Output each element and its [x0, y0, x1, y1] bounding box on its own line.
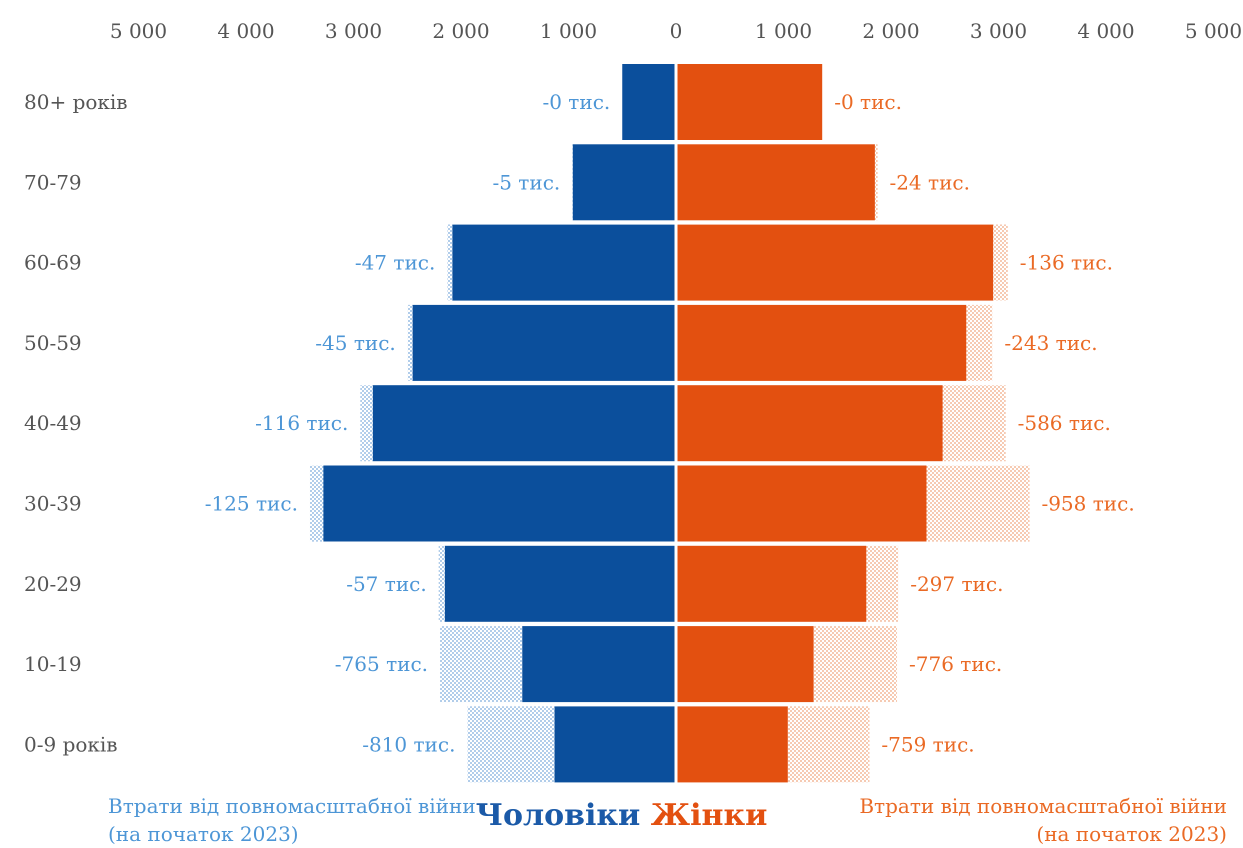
men-loss-label: -116 тис. [255, 411, 348, 435]
men-loss-bar [572, 144, 573, 221]
women-loss-label: -776 тис. [909, 652, 1002, 676]
age-group-label: 10-19 [24, 652, 82, 676]
age-group-label: 70-79 [24, 170, 82, 194]
men-bar [622, 64, 675, 140]
loss-bars [309, 144, 1030, 783]
women-loss-bar [787, 706, 870, 783]
x-tick-label: 0 [670, 19, 683, 43]
women-bar [677, 626, 814, 703]
women-loss-label: -759 тис. [881, 732, 974, 756]
x-tick-label: 5 000 [110, 19, 167, 43]
age-group-labels: 80+ років 70-79 60-69 50-59 40-49 30-39 20-29 1… [24, 90, 128, 756]
men-loss-bar [360, 385, 373, 462]
loss-labels: -0 тис. -0 тис. -5 тис. -24 тис. -47 тис. -13… [205, 90, 1135, 756]
men-loss-bar [440, 626, 523, 703]
men-loss-label: -57 тис. [346, 572, 427, 596]
legend-women: Жінки [650, 798, 768, 833]
x-tick-label: 5 000 [1185, 19, 1242, 43]
population-bars [323, 64, 994, 783]
women-bar [677, 64, 823, 140]
x-tick-label: 2 000 [862, 19, 919, 43]
women-bar [677, 465, 927, 542]
women-loss-label: -0 тис. [834, 90, 902, 114]
men-bar [522, 626, 675, 703]
women-loss-bar [942, 385, 1006, 462]
women-loss-bar [993, 224, 1008, 301]
x-tick-label: 1 000 [755, 19, 812, 43]
men-bar [372, 385, 675, 462]
men-loss-label: -125 тис. [205, 492, 298, 516]
women-bar [677, 706, 788, 783]
age-group-label: 60-69 [24, 251, 82, 275]
women-bar [677, 144, 875, 221]
losses-note-left: Втрати від повномасштабної війни (на поч… [108, 792, 476, 848]
losses-note-right-line2: (на початок 2023) [1036, 822, 1227, 846]
age-group-label: 40-49 [24, 411, 82, 435]
men-loss-label: -810 тис. [362, 732, 455, 756]
men-loss-bar [407, 304, 413, 381]
legend-men: Чоловіки [475, 798, 641, 833]
women-loss-label: -958 тис. [1041, 492, 1134, 516]
women-bar [677, 304, 967, 381]
age-group-label: 50-59 [24, 331, 82, 355]
women-loss-label: -24 тис. [889, 170, 970, 194]
women-loss-label: -136 тис. [1020, 251, 1113, 275]
losses-note-right: Втрати від повномасштабної війни (на поч… [859, 792, 1227, 848]
losses-note-left-line2: (на початок 2023) [108, 822, 299, 846]
women-loss-bar [874, 144, 878, 221]
women-loss-bar [926, 465, 1030, 542]
men-bar [412, 304, 675, 381]
men-loss-bar [467, 706, 555, 783]
women-loss-bar [966, 304, 993, 381]
men-loss-label: -0 тис. [542, 90, 610, 114]
men-loss-label: -47 тис. [355, 251, 436, 275]
age-group-label: 30-39 [24, 492, 82, 516]
men-loss-bar [447, 224, 453, 301]
legend: Чоловіки Жінки [0, 798, 1243, 833]
age-group-label: 80+ років [24, 90, 128, 114]
women-bar [677, 545, 867, 622]
men-bar [554, 706, 675, 783]
age-group-label: 0-9 років [24, 732, 118, 756]
age-group-label: 20-29 [24, 572, 82, 596]
men-loss-bar [438, 545, 445, 622]
x-tick-label: 3 000 [970, 19, 1027, 43]
x-tick-label: 3 000 [325, 19, 382, 43]
women-loss-bar [866, 545, 899, 622]
x-tick-label: 1 000 [540, 19, 597, 43]
losses-note-left-line1: Втрати від повномасштабної війни [108, 794, 476, 818]
x-tick-label: 4 000 [217, 19, 274, 43]
women-loss-label: -586 тис. [1018, 411, 1111, 435]
women-bar [677, 385, 943, 462]
men-loss-label: -765 тис. [335, 652, 428, 676]
x-tick-label: 2 000 [432, 19, 489, 43]
losses-note-right-line1: Втрати від повномасштабної війни [859, 794, 1227, 818]
men-bar [444, 545, 675, 622]
women-loss-bar [813, 626, 898, 703]
men-bar [452, 224, 675, 301]
women-loss-label: -243 тис. [1004, 331, 1097, 355]
men-loss-label: -45 тис. [315, 331, 396, 355]
men-loss-bar [309, 465, 324, 542]
women-bar [677, 224, 994, 301]
men-bar [572, 144, 675, 221]
x-tick-label: 4 000 [1077, 19, 1134, 43]
men-bar [323, 465, 675, 542]
women-loss-label: -297 тис. [910, 572, 1003, 596]
x-axis-ticks: 5 000 4 000 3 000 2 000 1 000 0 1 000 2 000 3 00… [110, 19, 1242, 43]
men-loss-label: -5 тис. [492, 170, 560, 194]
